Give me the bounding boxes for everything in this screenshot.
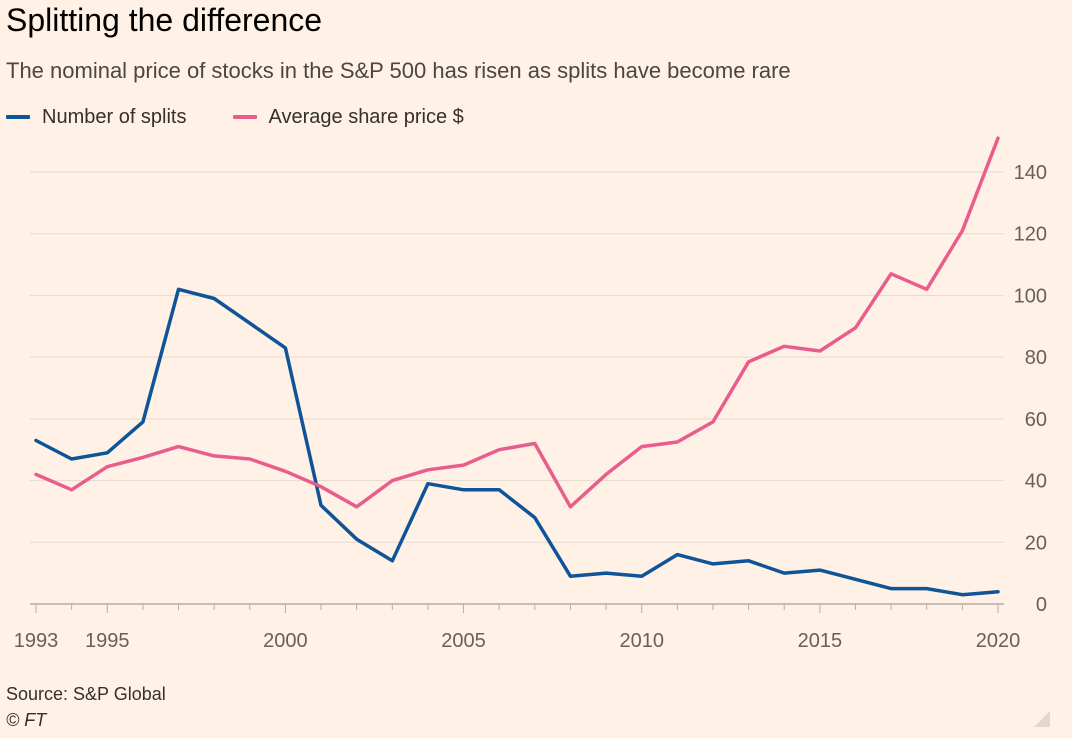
series-line-number-of-splits — [34, 287, 1000, 597]
y-tick-label-100: 100 — [1014, 285, 1047, 307]
legend-swatch-average-share-price — [232, 115, 257, 119]
x-tick-label-2015: 2015 — [798, 630, 843, 652]
legend-label-number-of-splits: Number of splits — [42, 105, 187, 128]
x-tick-label-1993: 1993 — [14, 630, 59, 652]
legend-item-number-of-splits: Number of splits — [6, 106, 187, 129]
chart-title: Splitting the difference — [6, 2, 323, 38]
y-tick-label-40: 40 — [1025, 471, 1047, 493]
source-note: Source: S&P Global — [6, 684, 166, 704]
series-line-average-share-price — [34, 136, 1000, 509]
legend-label-average-share-price: Average share price $ — [268, 105, 464, 128]
y-tick-label-20: 20 — [1025, 532, 1047, 554]
copyright-credit: © FT — [6, 710, 47, 730]
x-tick-label-2005: 2005 — [441, 630, 486, 652]
axes: 0 20 40 60 80 100 120 140 1993 1995 2000 2005 2010 20… — [14, 162, 1047, 652]
x-tick-label-1995: 1995 — [85, 630, 130, 652]
y-tick-label-0: 0 — [1036, 594, 1047, 616]
y-tick-label-60: 60 — [1025, 409, 1047, 431]
chart-legend: Number of splits Average share price $ — [6, 103, 464, 131]
y-tick-label-80: 80 — [1025, 347, 1047, 369]
chart-subtitle: The nominal price of stocks in the S&P 5… — [6, 58, 791, 83]
legend-swatch-number-of-splits — [6, 115, 30, 119]
y-tick-label-120: 120 — [1014, 224, 1047, 246]
series — [34, 136, 1000, 597]
x-tick-label-2010: 2010 — [619, 630, 664, 652]
gridlines — [30, 171, 1004, 605]
y-tick-label-140: 140 — [1014, 162, 1047, 184]
resize-handle-icon — [1034, 711, 1050, 727]
legend-item-average-share-price: Average share price $ — [232, 105, 464, 129]
x-tick-label-2000: 2000 — [263, 630, 308, 652]
x-tick-label-2020: 2020 — [976, 630, 1021, 652]
